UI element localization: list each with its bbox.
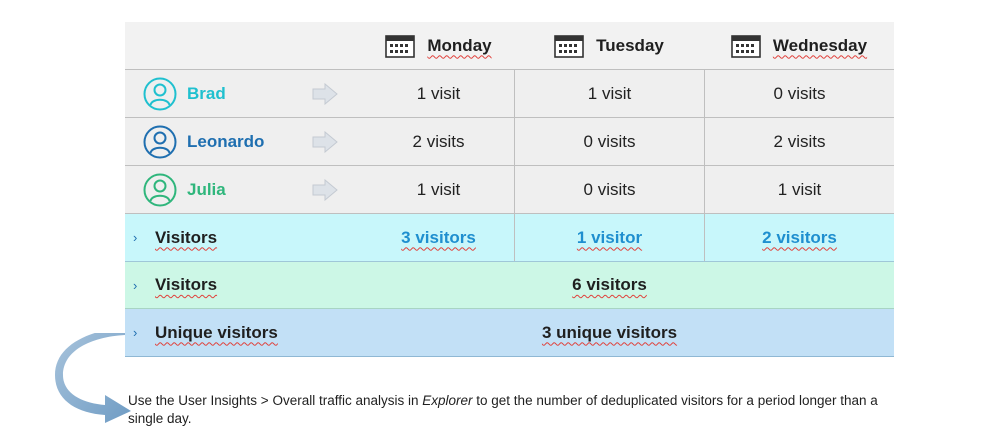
visitors-cell: 1 visitor: [514, 214, 704, 261]
visitors-cell: 2 visitors: [704, 214, 894, 261]
calendar-icon: [731, 34, 761, 58]
person-name: Brad: [187, 83, 226, 103]
visitors-count: 1 visitor: [576, 227, 643, 247]
visitors-cell: 3 visitors: [363, 214, 514, 261]
row-label-cell: › Visitors: [125, 214, 363, 261]
calendar-icon: [385, 34, 416, 58]
person-row-julia: Julia 1 visit 0 visits 1 visit: [125, 166, 894, 214]
person-cell: Leonardo: [125, 118, 363, 165]
visit-cell: 0 visits: [514, 166, 704, 213]
chevron-right-icon: ›: [133, 325, 138, 340]
calendar-icon: [554, 34, 584, 58]
visit-count: 0 visits: [583, 131, 636, 151]
header-corner: [125, 22, 363, 69]
day-label: Tuesday: [596, 35, 664, 55]
person-row-leonardo: Leonardo 2 visits 0 visits 2 visits: [125, 118, 894, 166]
visit-cell: 2 visits: [363, 118, 514, 165]
person-name: Leonardo: [187, 131, 265, 151]
row-label-cell: › Visitors: [125, 262, 363, 308]
note-emphasis: Explorer: [422, 393, 473, 408]
person-cell: Julia: [125, 166, 363, 213]
day-header-wednesday: Wednesday: [704, 22, 894, 69]
visit-count: 2 visits: [773, 131, 826, 151]
header-row: Monday Tuesday Wednesday: [125, 22, 894, 70]
visit-cell: 2 visits: [704, 118, 894, 165]
day-header-monday: Monday: [363, 22, 514, 69]
user-icon: [143, 77, 177, 110]
visit-count: 1 visit: [777, 179, 822, 199]
unique-visitors-count: 3 unique visitors: [541, 322, 678, 342]
unique-visitors-row: › Unique visitors 3 unique visitors: [125, 309, 894, 357]
visit-cell: 1 visit: [363, 166, 514, 213]
chevron-right-icon: ›: [133, 277, 138, 293]
curved-arrow-icon: [55, 333, 131, 423]
person-cell: Brad: [125, 70, 363, 117]
total-visitors-row: › Visitors 6 visitors: [125, 262, 894, 309]
day-label: Monday: [427, 35, 492, 55]
chevron-right-icon: ›: [133, 230, 138, 245]
arrow-right-icon: [312, 131, 338, 153]
arrow-right-icon: [312, 179, 338, 201]
person-name: Julia: [187, 179, 226, 199]
visit-count: 1 visit: [416, 83, 461, 103]
visit-count: 1 visit: [587, 83, 632, 103]
visit-cell: 0 visits: [514, 118, 704, 165]
arrow-right-icon: [312, 83, 338, 105]
visit-cell: 1 visit: [514, 70, 704, 117]
visitors-count: 3 visitors: [401, 227, 476, 247]
user-icon: [143, 125, 177, 158]
explorer-note: Use the User Insights > Overall traffic …: [128, 392, 888, 428]
row-label: Visitors: [155, 275, 218, 294]
row-label: Unique visitors: [155, 322, 278, 342]
row-label-cell: › Unique visitors: [125, 309, 363, 356]
row-label: Visitors: [155, 227, 218, 247]
day-header-tuesday: Tuesday: [514, 22, 704, 69]
visit-count: 0 visits: [773, 83, 826, 103]
note-text: Use the User Insights > Overall traffic …: [128, 393, 423, 408]
person-row-brad: Brad 1 visit 1 visit 0 visits: [125, 70, 894, 118]
visit-count: 0 visits: [583, 179, 636, 199]
visitors-count: 2 visitors: [762, 227, 837, 247]
visitors-per-day-row: › Visitors 3 visitors 1 visitor 2 visito…: [125, 214, 894, 262]
visit-count: 1 visit: [416, 179, 461, 199]
visit-cell: 0 visits: [704, 70, 894, 117]
user-icon: [143, 173, 177, 206]
note-text: to get the number of deduplicated visito…: [128, 393, 878, 426]
visit-cell: 1 visit: [363, 70, 514, 117]
visit-count: 2 visits: [412, 131, 465, 151]
visit-cell: 1 visit: [704, 166, 894, 213]
total-visitors-count: 6 visitors: [572, 275, 647, 294]
visits-table: Monday Tuesday Wednesday: [125, 22, 894, 357]
day-label: Wednesday: [772, 35, 868, 55]
